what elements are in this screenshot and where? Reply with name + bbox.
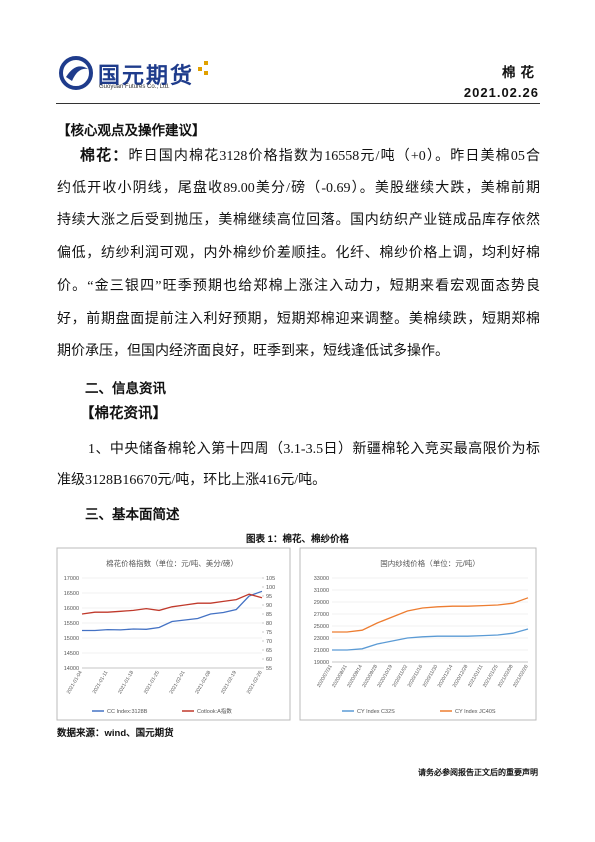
company-en: Guoyuan Futures Co., Ltd. <box>99 84 170 90</box>
chart-title: 棉花价格指数（单位：元/吨、美分/磅） <box>106 558 238 568</box>
series-line <box>81 593 263 615</box>
y2-tick-label: 100 <box>266 585 275 591</box>
paragraph-line: 准级3128B16670元/吨，环比上涨416元/吨。 <box>57 473 327 488</box>
y2-tick-label: 90 <box>266 603 272 609</box>
y-tick-label: 16000 <box>64 606 79 612</box>
lead-label: 棉花： <box>80 148 129 164</box>
legend-label: CY Index JC40S <box>455 709 496 715</box>
logo-dot <box>204 71 208 75</box>
y-tick-label: 31000 <box>314 588 329 594</box>
sub-heading: 【棉花资讯】 <box>80 406 167 422</box>
y2-tick-label: 55 <box>266 666 272 672</box>
section-heading: 三、基本面简述 <box>85 507 180 522</box>
paragraph-line: 约低开收小阴线，尾盘收89.00美分/磅（-0.69）。美股继续大跌，美棉前期 <box>57 180 540 196</box>
source: 数据来源：wind、国元期货 <box>57 728 174 739</box>
logo-ring <box>59 56 93 90</box>
y-tick-label: 15500 <box>64 621 79 627</box>
logo-swoosh <box>66 66 88 81</box>
logo-dot <box>204 61 208 65</box>
logo <box>59 56 208 90</box>
y2-tick-label: 80 <box>266 621 272 627</box>
header-rule <box>56 103 540 104</box>
paragraph-line: 期价承压，但国内经济面良好，旺季到来，短线逢低试多操作。 <box>57 344 449 360</box>
paragraph-line: 价。“金三银四”旺季预期也给郑棉上涨注入动力，短期来看宏观面态势良 <box>57 278 540 294</box>
y2-tick-label: 70 <box>266 639 272 645</box>
y2-tick-label: 105 <box>266 576 275 582</box>
legend-label: Cotlook:A指数 <box>197 707 232 715</box>
figure-title: 图表 1：棉花、棉纱价格 <box>246 534 349 545</box>
legend-label: CY Index C32S <box>357 709 395 715</box>
y2-tick-label: 75 <box>266 630 272 636</box>
chart-title: 国内纱线价格（单位：元/吨） <box>380 558 480 568</box>
legend-label: CC Index:3128B <box>107 709 148 715</box>
paragraph-line: 1、中央储备棉轮入第十四周（3.1-3.5日）新疆棉轮入竞买最高限价为标 <box>88 442 540 457</box>
y-tick-label: 25000 <box>314 624 329 630</box>
y-tick-label: 14500 <box>64 651 79 657</box>
series-line <box>332 628 529 651</box>
line-text: 昨日国内棉花3128价格指数为16558元/吨（+0）。昨日美棉05合 <box>128 149 540 164</box>
y2-tick-label: 60 <box>266 657 272 663</box>
y-tick-label: 29000 <box>314 600 329 606</box>
y-tick-label: 33000 <box>314 576 329 582</box>
chart-frame <box>56 547 291 721</box>
section-heading: 二、信息资讯 <box>85 381 166 396</box>
company: 国元期货 <box>98 63 195 88</box>
section-heading: 【核心观点及操作建议】 <box>57 123 206 138</box>
paragraph-line: 持续大涨之后受到抛压，美棉继续高位回落。国内纺织产业链成品库存依然 <box>57 213 540 229</box>
series-line <box>82 590 263 632</box>
y-tick-label: 14000 <box>64 666 79 672</box>
category: 棉花 <box>502 65 539 80</box>
paragraph-line: 偏低，纺纱利润可观，内外棉纱价差顺挂。化纤、棉纱价格上调，均利好棉 <box>57 246 540 262</box>
y-tick-label: 27000 <box>314 612 329 618</box>
y-tick-label: 21000 <box>314 648 329 654</box>
y2-tick-label: 95 <box>266 594 272 600</box>
y-tick-label: 17000 <box>64 576 79 582</box>
y-tick-label: 23000 <box>314 636 329 642</box>
y-tick-label: 19000 <box>314 660 329 666</box>
y2-tick-label: 85 <box>266 612 272 618</box>
y-tick-label: 16500 <box>64 591 79 597</box>
footer-notice: 请务必参阅报告正文后的重要声明 <box>418 768 538 777</box>
date: 2021.02.26 <box>463 85 539 100</box>
chart-frame <box>299 547 537 721</box>
paragraph-line: 好，前期盘面提前注入利好预期，短期郑棉迎来调整。美棉续跌，短期郑棉 <box>57 311 540 327</box>
y2-tick-label: 65 <box>266 648 272 654</box>
series-line <box>332 597 529 633</box>
logo-dot <box>198 67 202 71</box>
y-tick-label: 15000 <box>64 636 79 642</box>
paragraph-line: 棉花：昨日国内棉花3128价格指数为16558元/吨（+0）。昨日美棉05合 <box>80 144 540 165</box>
